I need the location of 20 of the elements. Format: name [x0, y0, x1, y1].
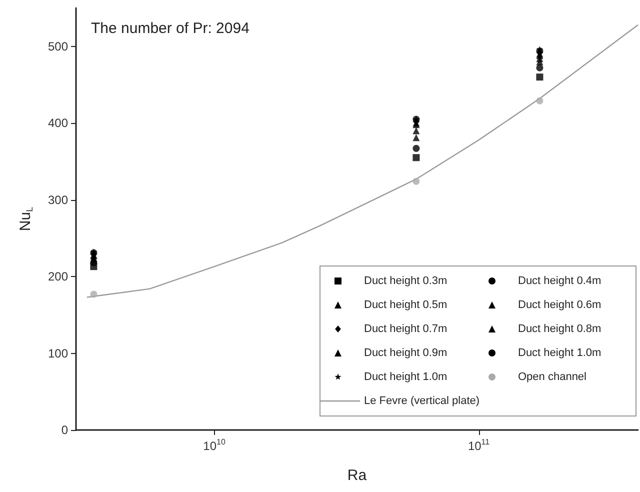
legend-label: Duct height 0.5m	[364, 299, 448, 311]
legend-label: Duct height 0.6m	[518, 299, 602, 311]
legend-label: Duct height 1.0m	[364, 371, 448, 383]
legend-label: Duct height 1.0m	[518, 347, 602, 359]
legend-label: Duct height 0.8m	[518, 323, 602, 335]
y-tick-label: 300	[48, 192, 68, 207]
legend-label: Duct height 0.9m	[364, 347, 448, 359]
text: The number of Pr: 2094	[91, 20, 250, 37]
y-tick-label: 400	[48, 116, 68, 130]
legend-label: Duct height 0.7m	[364, 323, 448, 335]
y-tick-label: 0	[61, 423, 68, 437]
legend-label: Le Fevre (vertical plate)	[364, 395, 480, 407]
y-tick-label: 100	[48, 346, 68, 360]
x-axis-title: Ra	[347, 467, 368, 484]
y-tick-label: 500	[48, 39, 68, 54]
legend-label: Duct height 0.3m	[364, 275, 448, 287]
y-axis-title: NuL	[17, 206, 34, 232]
legend-label: Open channel	[518, 371, 586, 383]
legend-label: Duct height 0.4m	[518, 275, 602, 287]
y-tick-label: 200	[48, 270, 68, 284]
